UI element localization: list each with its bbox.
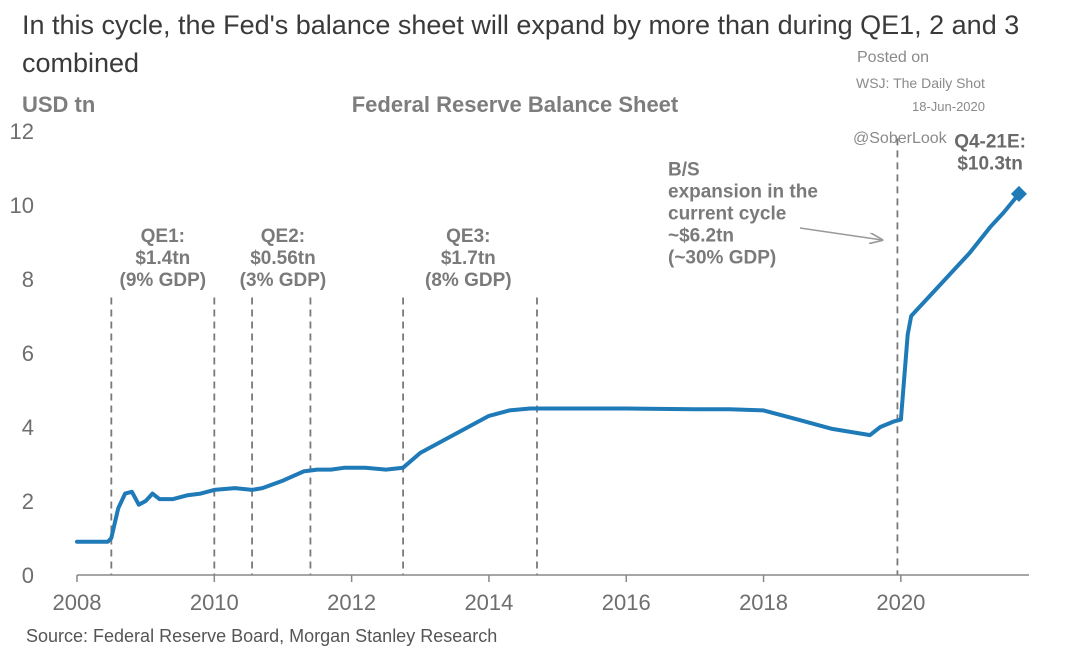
credit-date: 18-Jun-2020 [912, 99, 985, 114]
y-tick-label: 12 [10, 119, 34, 144]
vline-layer [110, 138, 899, 575]
x-tick-label: 2008 [53, 590, 102, 615]
credit-handle: @SoberLook [853, 130, 947, 147]
expansion-arrow [799, 227, 882, 240]
y-tick-label: 2 [22, 489, 34, 514]
credit-source: WSJ: The Daily Shot [856, 75, 985, 91]
endpoint-marker [1010, 185, 1027, 202]
annotation-line: B/S [668, 159, 700, 180]
annotation-line: (9% GDP) [120, 270, 207, 291]
source-note: Source: Federal Reserve Board, Morgan St… [26, 626, 498, 646]
axes-layer: 20082010201220142016201820202021E0246810… [10, 119, 1029, 615]
annotation-line: $1.4tn [135, 248, 190, 269]
annotation-line: QE3: [446, 226, 490, 247]
x-tick-label: 2020 [876, 590, 925, 615]
headline: In this cycle, the Fed's balance sheet w… [22, 10, 1020, 78]
chart-title: Federal Reserve Balance Sheet [352, 92, 679, 117]
annotation-line: $10.3tn [957, 154, 1022, 175]
x-tick-label: 2016 [602, 590, 651, 615]
annotation-line: ~$6.2tn [668, 225, 734, 246]
annotation-line: (8% GDP) [425, 270, 512, 291]
annotation-line: Q4-21E: [954, 132, 1026, 153]
y-axis-label: USD tn [22, 92, 95, 117]
y-tick-label: 4 [22, 415, 34, 440]
annotation-line: $1.7tn [441, 248, 496, 269]
y-tick-label: 6 [22, 341, 34, 366]
annotation-layer: QE1:$1.4tn(9% GDP) QE2:$0.56tn(3% GDP) QE3… [120, 132, 1026, 291]
credit-posted: Posted on [857, 49, 930, 66]
annotation-line: (3% GDP) [240, 270, 327, 291]
y-tick-label: 10 [10, 193, 34, 218]
x-tick-label: 2010 [190, 590, 239, 615]
annotation-line: $0.56tn [250, 248, 315, 269]
annotation-line: (~30% GDP) [668, 247, 776, 268]
y-tick-label: 8 [22, 267, 34, 292]
annotation-line: expansion in the [668, 181, 818, 202]
x-tick-label: 2018 [739, 590, 788, 615]
x-tick-label: 2012 [327, 590, 376, 615]
x-tick-label: 2014 [464, 590, 513, 615]
annotation-line: QE1: [141, 226, 185, 247]
annotation-line: QE2: [261, 226, 305, 247]
annotation-line: current cycle [668, 203, 786, 224]
series-layer [75, 185, 1027, 544]
y-tick-label: 0 [22, 563, 34, 588]
balance-sheet-line [75, 191, 1021, 544]
